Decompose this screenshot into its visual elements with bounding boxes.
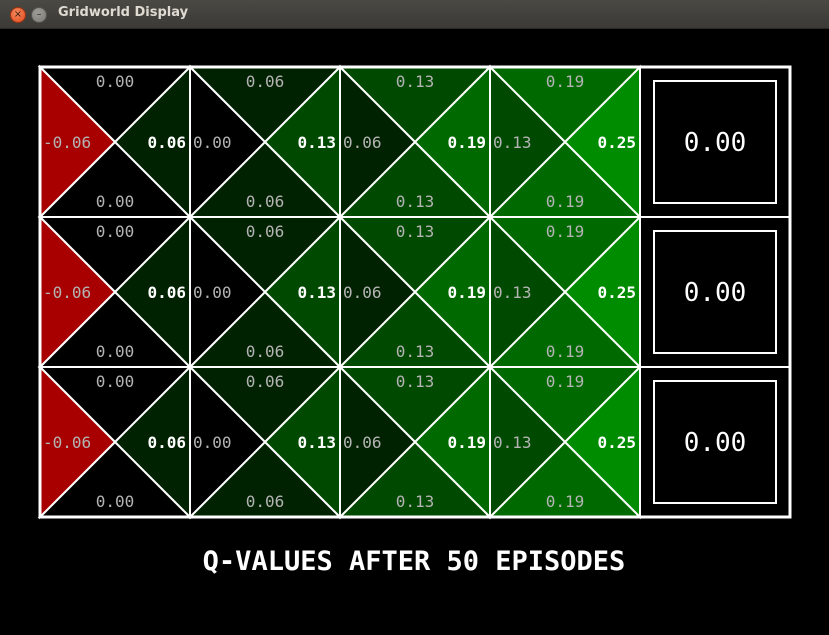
q-triangle-west xyxy=(489,64,567,220)
q-value-north: 0.13 xyxy=(396,222,435,241)
terminal-value: 0.00 xyxy=(684,428,747,458)
q-value-west: 0.13 xyxy=(493,283,532,302)
grid-border xyxy=(38,65,792,519)
q-cell: 0.19 0.19 0.13 0.25 xyxy=(487,64,643,220)
q-value-north: 0.06 xyxy=(246,372,285,391)
q-value-north: 0.19 xyxy=(546,372,585,391)
q-triangle-west xyxy=(339,64,417,220)
q-cell: 0.00 0.00 -0.06 0.06 xyxy=(37,64,193,220)
q-value-east: 0.06 xyxy=(147,133,186,152)
q-value-west: -0.06 xyxy=(43,433,91,452)
minimize-icon: – xyxy=(36,9,42,20)
q-value-east: 0.06 xyxy=(147,283,186,302)
title-bar[interactable]: × – Gridworld Display xyxy=(0,0,829,29)
q-value-south: 0.06 xyxy=(246,342,285,361)
q-value-west: 0.13 xyxy=(493,433,532,452)
close-button[interactable]: × xyxy=(10,7,26,23)
q-value-south: 0.00 xyxy=(96,192,135,211)
q-value-east: 0.13 xyxy=(297,133,336,152)
q-cell: 0.06 0.06 0.00 0.13 xyxy=(187,64,343,220)
terminal-cell: 0.00 xyxy=(639,216,791,368)
q-value-north: 0.06 xyxy=(246,72,285,91)
q-value-west: 0.06 xyxy=(343,283,382,302)
q-value-north: 0.19 xyxy=(546,72,585,91)
q-value-west: 0.13 xyxy=(493,133,532,152)
q-value-east: 0.06 xyxy=(147,433,186,452)
q-value-north: 0.19 xyxy=(546,222,585,241)
q-value-east: 0.25 xyxy=(597,433,636,452)
q-value-south: 0.00 xyxy=(96,342,135,361)
terminal-inner-box xyxy=(653,80,777,204)
q-value-west: -0.06 xyxy=(43,133,91,152)
q-cell: 0.13 0.13 0.06 0.19 xyxy=(337,214,493,370)
q-value-north: 0.13 xyxy=(396,72,435,91)
q-value-west: 0.00 xyxy=(193,283,232,302)
q-triangle-west xyxy=(189,64,267,220)
q-cell: 0.00 0.00 -0.06 0.06 xyxy=(37,364,193,520)
terminal-inner-box xyxy=(653,230,777,354)
terminal-cell: 0.00 xyxy=(639,366,791,518)
terminal-inner-box xyxy=(653,380,777,504)
terminal-value: 0.00 xyxy=(684,278,747,308)
q-value-south: 0.13 xyxy=(396,492,435,511)
q-value-south: 0.13 xyxy=(396,342,435,361)
q-triangle-west xyxy=(339,364,417,520)
q-value-east: 0.25 xyxy=(597,133,636,152)
close-icon: × xyxy=(13,9,23,20)
q-value-east: 0.19 xyxy=(447,283,486,302)
q-triangle-west xyxy=(489,364,567,520)
q-value-east: 0.19 xyxy=(447,433,486,452)
q-cell: 0.13 0.13 0.06 0.19 xyxy=(337,64,493,220)
q-value-south: 0.13 xyxy=(396,192,435,211)
q-value-west: 0.00 xyxy=(193,433,232,452)
q-value-south: 0.00 xyxy=(96,492,135,511)
q-value-south: 0.19 xyxy=(546,492,585,511)
q-value-north: 0.00 xyxy=(96,72,135,91)
q-triangle-west xyxy=(339,214,417,370)
q-cell: 0.06 0.06 0.00 0.13 xyxy=(187,214,343,370)
caption: Q-VALUES AFTER 50 EPISODES xyxy=(203,546,626,577)
q-value-west: 0.06 xyxy=(343,433,382,452)
q-value-north: 0.00 xyxy=(96,372,135,391)
q-cell: 0.13 0.13 0.06 0.19 xyxy=(337,364,493,520)
minimize-button[interactable]: – xyxy=(31,7,47,23)
q-value-south: 0.06 xyxy=(246,192,285,211)
q-value-west: -0.06 xyxy=(43,283,91,302)
q-triangle-west xyxy=(489,214,567,370)
q-value-north: 0.00 xyxy=(96,222,135,241)
q-cell: 0.00 0.00 -0.06 0.06 xyxy=(37,214,193,370)
terminal-value: 0.00 xyxy=(684,128,747,158)
q-value-south: 0.06 xyxy=(246,492,285,511)
q-cell: 0.19 0.19 0.13 0.25 xyxy=(487,214,643,370)
q-value-west: 0.00 xyxy=(193,133,232,152)
terminal-cell: 0.00 xyxy=(639,66,791,218)
q-value-north: 0.13 xyxy=(396,372,435,391)
gridworld-canvas: 0.00 0.00 -0.06 0.06 0.06 0.06 0.00 0.13 0.13 0.1… xyxy=(0,29,829,631)
q-value-south: 0.19 xyxy=(546,192,585,211)
q-cell: 0.06 0.06 0.00 0.13 xyxy=(187,364,343,520)
q-value-west: 0.06 xyxy=(343,133,382,152)
q-cell: 0.19 0.19 0.13 0.25 xyxy=(487,364,643,520)
q-value-south: 0.19 xyxy=(546,342,585,361)
window-title: Gridworld Display xyxy=(58,5,189,20)
q-value-east: 0.25 xyxy=(597,283,636,302)
q-value-grid: 0.000.00-0.06 0.060.060.060.00 0.130.130.1… xyxy=(37,64,792,577)
q-value-east: 0.13 xyxy=(297,283,336,302)
q-value-east: 0.19 xyxy=(447,133,486,152)
q-triangle-west xyxy=(189,364,267,520)
q-triangle-west xyxy=(189,214,267,370)
q-value-east: 0.13 xyxy=(297,433,336,452)
q-value-north: 0.06 xyxy=(246,222,285,241)
